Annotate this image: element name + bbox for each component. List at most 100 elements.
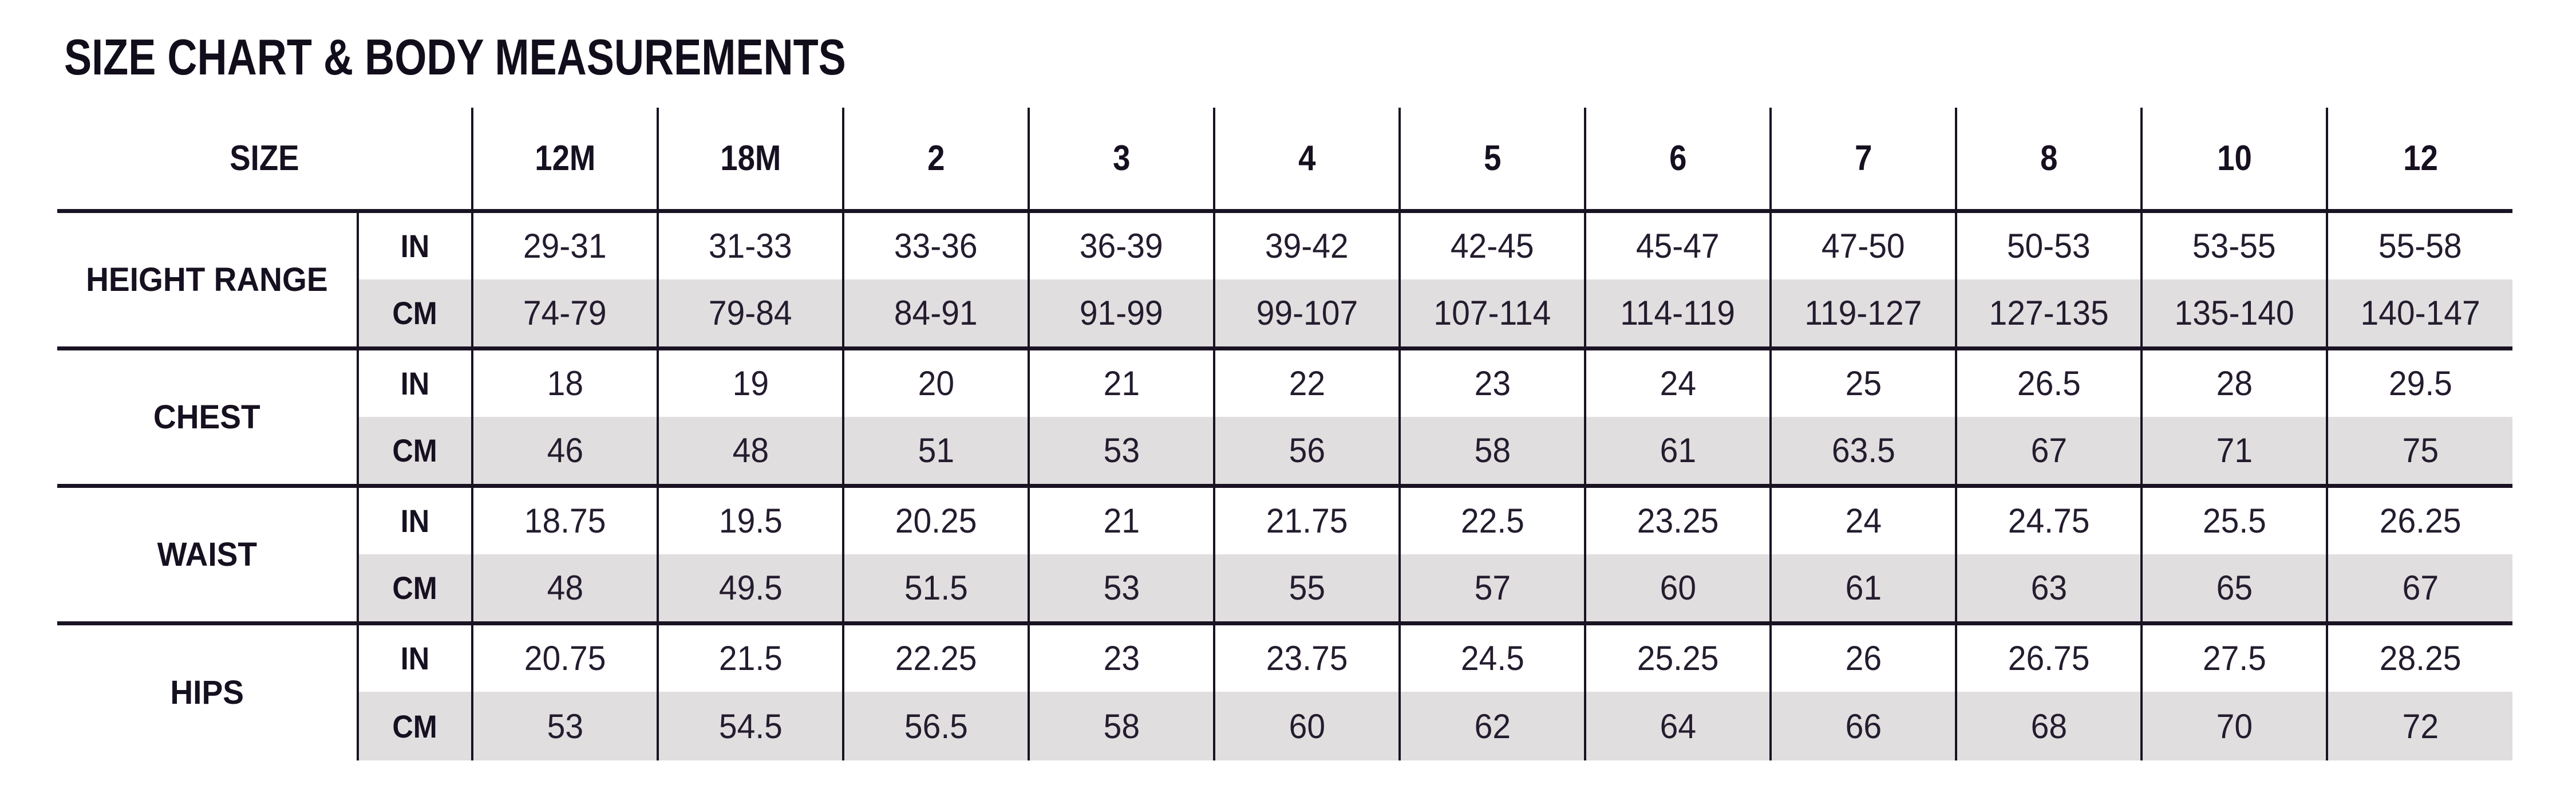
measurement-value-text: 91-99 (1080, 293, 1163, 332)
measurement-value-text: 61 (1845, 568, 1882, 607)
measurement-value-cell: 48 (657, 417, 843, 488)
measurement-value-text: 53 (1103, 568, 1140, 607)
measurement-value-cell: 58 (1398, 417, 1585, 488)
measurement-row-cm: CM 74-79 79-84 84-91 91-99 99-107 107-114 114-1… (57, 279, 2512, 350)
unit-in-text: IN (400, 640, 430, 677)
unit-cm-text: CM (392, 294, 438, 331)
size-chart-page: SIZE CHART & BODY MEASUREMENTS SIZE 12M 18… (0, 32, 2576, 808)
unit-in-cell: IN (357, 211, 472, 279)
measurement-value-cell: 140-147 (2326, 279, 2512, 350)
measurement-value-text: 23.75 (1266, 639, 1348, 678)
size-column-header-text: 3 (1112, 138, 1131, 178)
measurement-value-cell: 48 (471, 554, 658, 625)
measurement-value-cell: 39-42 (1213, 211, 1400, 279)
measurement-value-cell: 75 (2326, 417, 2512, 488)
unit-cm-cell: CM (357, 279, 472, 350)
measurement-value-cell: 21.5 (657, 623, 843, 692)
measurement-value-text: 26.5 (2017, 364, 2081, 403)
measurement-value-text: 27.5 (2202, 639, 2266, 678)
size-column-header-text: 6 (1669, 138, 1687, 178)
measurement-value-cell: 23.75 (1213, 623, 1400, 692)
measurement-value-text: 62 (1474, 707, 1511, 746)
measurement-value-cell: 25.5 (2140, 486, 2327, 554)
measurement-value-cell: 114-119 (1584, 279, 1771, 350)
measurement-value-cell: 24 (1584, 348, 1771, 417)
measurement-value-cell: 23.25 (1584, 486, 1771, 554)
size-column-header: 18M (657, 108, 843, 213)
measurement-value-cell: 60 (1584, 554, 1771, 625)
measurement-value-cell: 54.5 (657, 692, 843, 760)
measurement-value-cell: 84-91 (842, 279, 1029, 350)
measurement-value-cell: 56 (1213, 417, 1400, 488)
measurement-value-cell: 55-58 (2326, 211, 2512, 279)
measurement-value-cell: 22 (1213, 348, 1400, 417)
unit-in-text: IN (400, 228, 430, 265)
measurement-value-cell: 51.5 (842, 554, 1029, 625)
measurement-value-text: 21.75 (1266, 502, 1348, 541)
size-column-header-text: 4 (1298, 138, 1316, 178)
row-group-label: HIPS (57, 623, 358, 760)
measurement-value-text: 22.25 (895, 639, 977, 678)
measurement-value-text: 74-79 (523, 293, 607, 332)
measurement-value-cell: 18 (471, 348, 658, 417)
measurement-value-cell: 99-107 (1213, 279, 1400, 350)
measurement-value-text: 29-31 (523, 227, 607, 266)
measurement-value-cell: 21 (1028, 348, 1214, 417)
measurement-value-text: 63.5 (1831, 431, 1895, 470)
measurement-value-text: 63 (2030, 568, 2067, 607)
measurement-value-text: 48 (547, 568, 583, 607)
measurement-value-cell: 91-99 (1028, 279, 1214, 350)
measurement-row-in: CHEST IN 18 19 20 21 22 23 24 25 26.5 28 29.5 (57, 348, 2512, 488)
measurement-value-cell: 36-39 (1028, 211, 1214, 279)
measurement-value-cell: 22.25 (842, 623, 1029, 692)
measurement-value-cell: 61 (1769, 554, 1956, 625)
row-group-label-text: HEIGHT RANGE (86, 261, 328, 298)
measurement-value-cell: 21.75 (1213, 486, 1400, 554)
unit-cm-text: CM (392, 569, 438, 606)
measurement-value-text: 45-47 (1636, 227, 1720, 266)
measurement-value-cell: 51 (842, 417, 1029, 488)
measurement-value-text: 21 (1103, 502, 1140, 541)
measurement-value-cell: 25.25 (1584, 623, 1771, 692)
measurement-value-text: 66 (1845, 707, 1882, 746)
size-column-header: 12M (471, 108, 658, 213)
measurement-row-cm: CM 48 49.5 51.5 53 55 57 60 61 63 65 67 (57, 554, 2512, 625)
measurement-value-cell: 55 (1213, 554, 1400, 625)
measurement-value-text: 22 (1289, 364, 1325, 403)
measurement-value-text: 23.25 (1637, 502, 1719, 541)
size-column-header: 4 (1213, 108, 1400, 213)
size-column-header: 2 (842, 108, 1029, 213)
measurement-value-text: 31-33 (709, 227, 792, 266)
measurement-value-text: 61 (1660, 431, 1696, 470)
row-group-label: HEIGHT RANGE (57, 211, 358, 350)
measurement-value-cell: 127-135 (1955, 279, 2142, 350)
size-column-header: 8 (1955, 108, 2142, 213)
measurement-value-text: 72 (2402, 707, 2439, 746)
measurement-value-text: 67 (2030, 431, 2067, 470)
measurement-value-text: 25.25 (1637, 639, 1719, 678)
measurement-value-text: 71 (2216, 431, 2253, 470)
measurement-value-text: 25.5 (2202, 502, 2266, 541)
measurement-value-text: 48 (732, 431, 769, 470)
measurement-value-cell: 67 (1955, 417, 2142, 488)
measurement-value-cell: 31-33 (657, 211, 843, 279)
measurement-value-text: 58 (1474, 431, 1511, 470)
measurement-value-cell: 49.5 (657, 554, 843, 625)
size-column-header: 10 (2140, 108, 2327, 213)
measurement-value-text: 60 (1660, 568, 1696, 607)
measurement-value-cell: 57 (1398, 554, 1585, 625)
measurement-value-text: 55 (1289, 568, 1325, 607)
measurement-value-text: 60 (1289, 707, 1325, 746)
measurement-value-cell: 29.5 (2326, 348, 2512, 417)
measurement-value-cell: 56.5 (842, 692, 1029, 760)
measurement-value-text: 127-135 (1989, 293, 2109, 332)
measurement-value-text: 18.75 (524, 502, 606, 541)
measurement-value-text: 75 (2402, 431, 2439, 470)
measurement-value-text: 79-84 (709, 293, 792, 332)
measurement-row-in: HIPS IN 20.75 21.5 22.25 23 23.75 24.5 25.25 26 26… (57, 623, 2512, 760)
measurement-value-text: 54.5 (718, 707, 783, 746)
measurement-value-text: 51 (918, 431, 954, 470)
measurement-value-text: 67 (2402, 568, 2439, 607)
measurement-value-cell: 68 (1955, 692, 2142, 760)
measurement-value-cell: 25 (1769, 348, 1956, 417)
